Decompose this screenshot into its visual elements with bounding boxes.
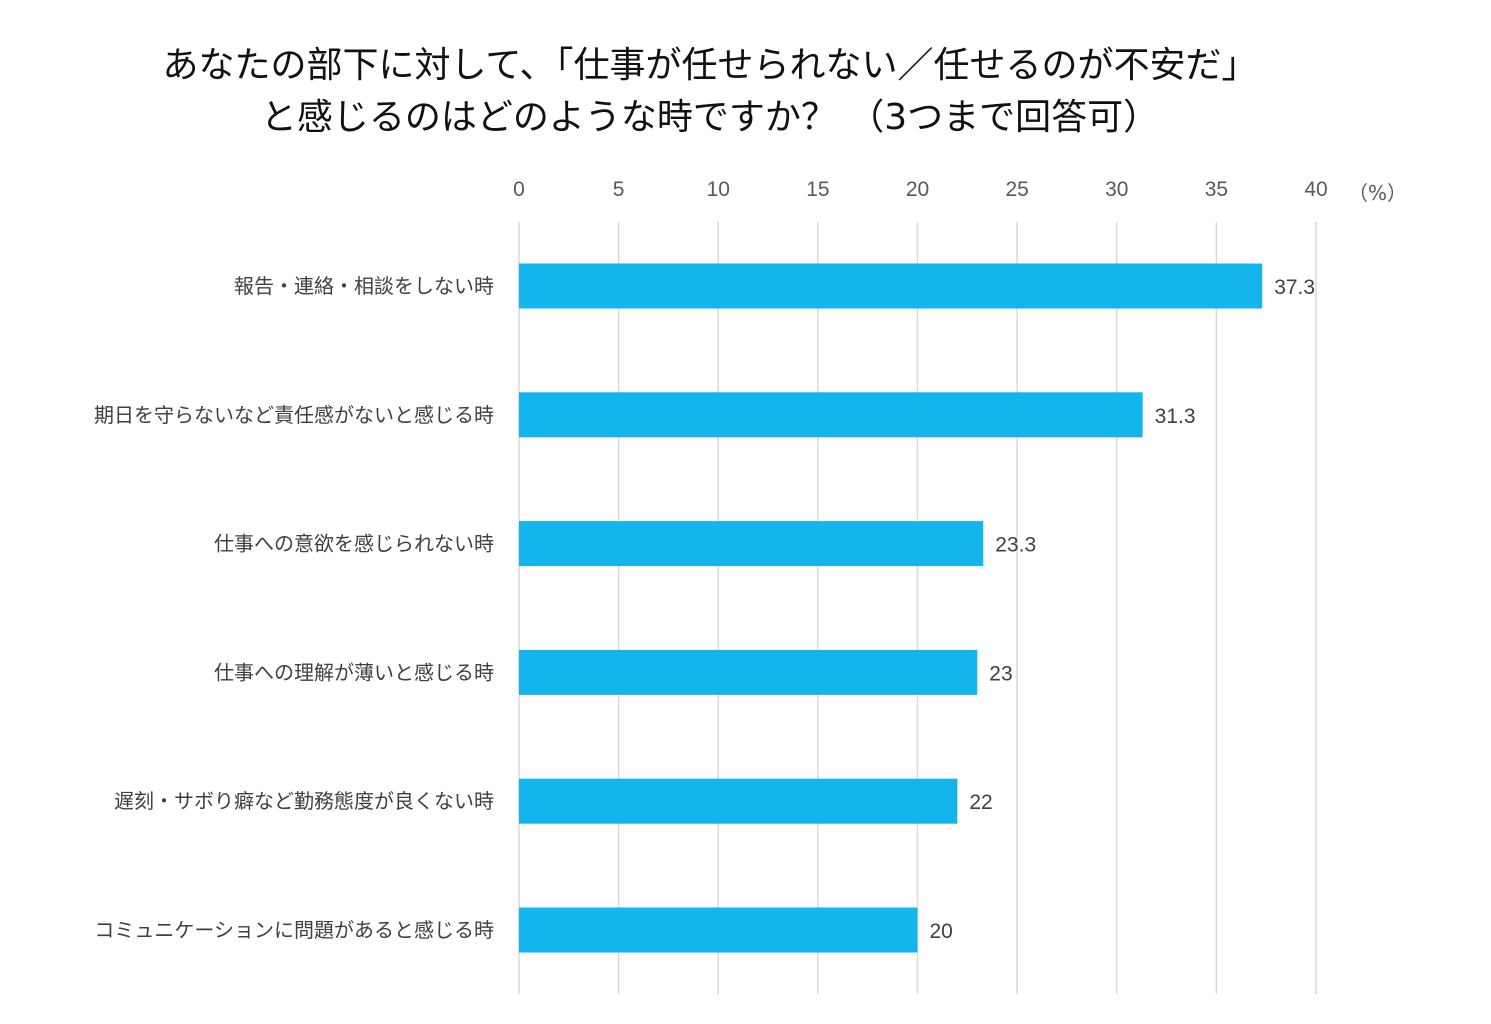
category-label: 期日を守らないなど責任感がないと感じる時 [94,403,494,427]
bar [519,521,984,567]
category-label: 仕事への理解が薄いと感じる時 [214,660,494,684]
unit-label: （%） [1348,181,1407,205]
chart-title-line-1: あなたの部下に対して、「仕事が任せられない／任せるのが不安だ」 [162,45,1258,86]
data-label: 31.3 [1155,405,1196,428]
bar [519,778,958,824]
bar [519,392,1143,438]
category-label: 報告・連絡・相談をしない時 [234,274,494,298]
x-tick-label: 20 [906,178,929,201]
category-label: 遅刻・サボり癖など勤務態度が良くない時 [114,789,494,813]
category-label: コミュニケーションに問題があると感じる時 [94,918,494,942]
x-tick-label: 40 [1304,178,1327,201]
data-label: 20 [930,920,953,943]
x-tick-label: 0 [513,178,525,201]
data-label: 23.3 [995,534,1036,557]
data-label: 23 [989,662,1012,685]
x-tick-label: 10 [707,178,730,201]
category-label: 仕事への意欲を感じられない時 [214,532,494,556]
bar [519,907,918,953]
value-labels: 37.3 31.3 23.3 23 22 20 [930,276,1316,943]
bar [519,649,978,695]
data-label: 22 [969,791,992,814]
x-tick-label: 35 [1205,178,1228,201]
bar [519,263,1263,309]
category-labels: 報告・連絡・相談をしない時期日を守らないなど責任感がないと感じる時仕事への意欲を… [94,274,494,942]
grid-lines [518,222,1317,994]
data-label: 37.3 [1274,276,1315,299]
x-tick-label: 30 [1105,178,1128,201]
chart-title: あなたの部下に対して、「仕事が任せられない／任せるのが不安だ」 と感じるのはどの… [0,40,1420,144]
chart-title-line-2: と感じるのはどのような時ですか？ （3つまで回答可） [260,97,1160,138]
x-axis-ticks: 0 5 10 15 20 25 30 35 40 [513,178,1328,201]
x-tick-label: 15 [806,178,829,201]
bars [519,263,1263,953]
x-tick-label: 25 [1005,178,1028,201]
x-tick-label: 5 [613,178,625,201]
